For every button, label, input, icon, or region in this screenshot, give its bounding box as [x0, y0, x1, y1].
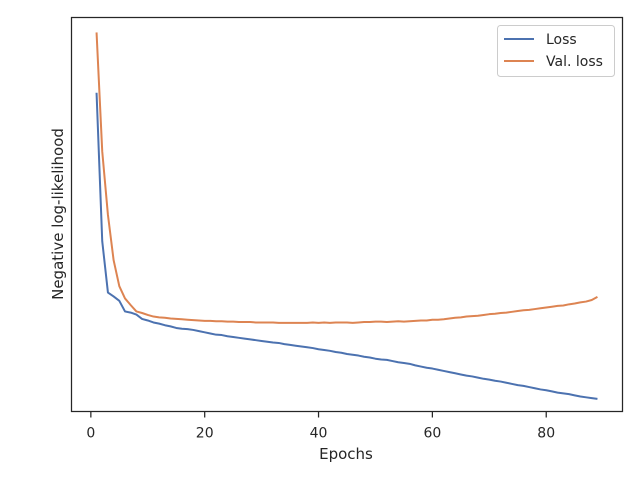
legend-label-val-loss: Val. loss [546, 54, 603, 70]
x-tick-label: 60 [423, 426, 441, 442]
series-line-loss [95, 92, 598, 400]
series-line-val-loss [95, 32, 598, 324]
x-tick-label: 0 [86, 426, 95, 442]
legend-label-loss: Loss [546, 32, 577, 48]
x-tick-label: 20 [196, 426, 214, 442]
series-lines [95, 32, 598, 400]
y-axis-label: Negative log-likelihood [49, 128, 67, 300]
x-tick-label: 80 [537, 426, 555, 442]
x-axis-label: Epochs [319, 445, 373, 463]
x-axis-ticks: 0 20 40 60 80 [86, 411, 555, 442]
x-tick-label: 40 [310, 426, 328, 442]
axes-frame [70, 16, 624, 413]
legend: Loss Val. loss [497, 25, 615, 77]
